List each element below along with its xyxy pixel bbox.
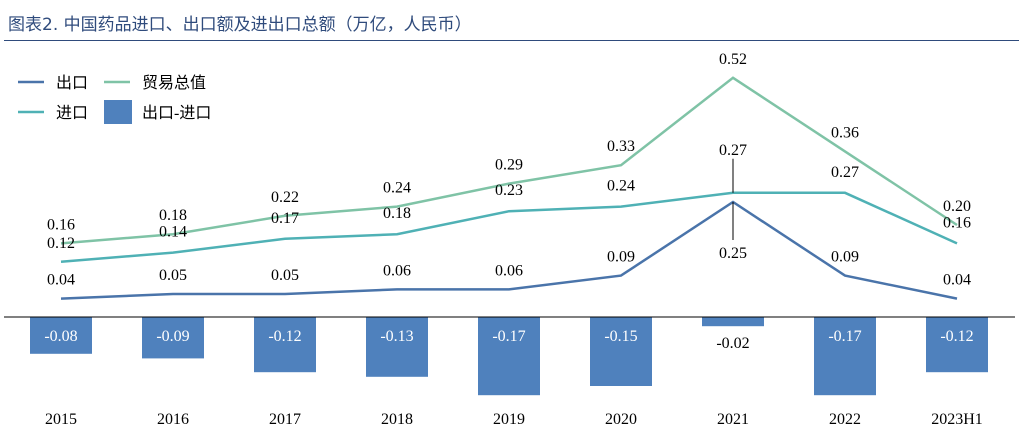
x-tick-label-2015: 2015 [45,411,77,428]
import-label-2017: 0.17 [271,210,299,227]
legend-label-出口-进口: 出口-进口 [142,104,211,122]
bar-2023H1 [926,317,988,373]
x-tick-label-2021: 2021 [717,411,749,428]
x-tick-label-2023H1: 2023H1 [931,411,983,428]
legend-swatch-出口-进口 [104,100,132,124]
bar-2021 [702,317,764,327]
import-label-2019: 0.23 [495,182,523,199]
bar-label-2022: -0.17 [828,328,861,345]
export-label-2020: 0.09 [607,249,635,266]
x-tick-label-2022: 2022 [829,411,861,428]
total-label-2015: 0.16 [47,216,75,233]
export-label-2023H1: 0.04 [943,272,971,289]
bar-label-2021: -0.02 [716,335,749,352]
export-label-2018: 0.06 [383,262,411,279]
bar-label-2019: -0.17 [492,328,525,345]
bar-2017 [254,317,316,373]
total-label-2022: 0.36 [831,124,859,141]
import-label-2020: 0.24 [607,178,635,195]
import-label-2018: 0.18 [383,205,411,222]
export-label-2019: 0.06 [495,262,523,279]
line-进口 [60,191,958,264]
x-tick-label-2016: 2016 [157,411,189,428]
total-label-2017: 0.22 [271,189,299,206]
total-label-2020: 0.33 [607,138,635,155]
bar-2019 [478,317,540,396]
total-label-2021: 0.52 [719,51,747,68]
x-tick-label-2018: 2018 [381,411,413,428]
bar-label-2020: -0.15 [604,328,637,345]
import-label-2016: 0.14 [159,224,187,241]
total-label-2023H1: 0.20 [943,198,971,215]
legend-label-进口: 进口 [56,104,88,122]
bar-2020 [590,317,652,386]
bar-label-2016: -0.09 [156,328,189,345]
line-贸易总值 [60,76,958,245]
export-label-2022: 0.09 [831,249,859,266]
bar-2015 [30,317,92,354]
x-tick-label-2019: 2019 [493,411,525,428]
line-出口 [60,200,958,300]
total-label-2018: 0.24 [383,180,411,197]
bar-label-2017: -0.12 [268,328,301,345]
import-label-2021: 0.27 [719,142,747,159]
bar-label-2023H1: -0.12 [940,328,973,345]
export-label-2015: 0.04 [47,272,75,289]
import-label-2022: 0.27 [831,164,859,181]
bar-2022 [814,317,876,396]
export-label-2021: 0.25 [719,245,747,262]
legend-label-出口: 出口 [56,74,88,92]
import-label-2023H1: 0.16 [943,214,971,231]
x-tick-label-2017: 2017 [269,411,301,428]
bar-2016 [142,317,204,359]
legend-label-贸易总值: 贸易总值 [142,74,206,92]
title-divider [4,40,1019,41]
export-label-2017: 0.05 [271,267,299,284]
total-label-2016: 0.18 [159,207,187,224]
x-tick-label-2020: 2020 [605,411,637,428]
bar-label-2018: -0.13 [380,328,413,345]
total-label-2019: 0.29 [495,157,523,174]
chart-title: 图表2. 中国药品进口、出口额及进出口总额（万亿，人民币） [8,15,472,35]
export-label-2016: 0.05 [159,267,187,284]
bar-label-2015: -0.08 [44,328,77,345]
import-label-2015: 0.12 [47,235,75,252]
bar-2018 [366,317,428,377]
